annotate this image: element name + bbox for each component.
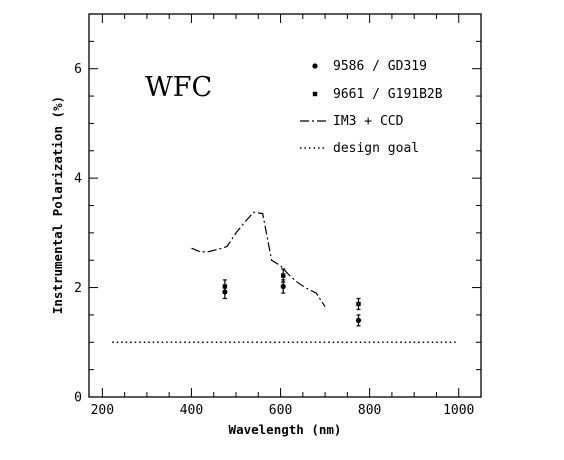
legend: 9586 / GD319 9661 / G191B2B IM3 + CCD desig… xyxy=(300,59,443,156)
y-tick-label: 4 xyxy=(74,172,82,187)
legend-marker-square xyxy=(312,91,318,97)
y-tick-label: 6 xyxy=(74,62,82,77)
legend-label: design goal xyxy=(333,141,419,156)
g191b2b-point xyxy=(222,284,228,289)
legend-marker-circle xyxy=(312,63,318,69)
data-series xyxy=(112,211,459,344)
g191b2b-point xyxy=(281,273,286,278)
gd319-point xyxy=(280,283,286,290)
x-tick-label: 400 xyxy=(180,403,203,418)
x-tick-label: 1000 xyxy=(443,403,474,418)
x-axis-label: Wavelength (nm) xyxy=(229,422,342,437)
gd319-point xyxy=(355,317,362,323)
wfc-annotation: WFC xyxy=(145,72,212,103)
x-tick-label: 800 xyxy=(358,403,381,418)
x-tick-label: 600 xyxy=(269,403,292,418)
legend-label: 9661 / G191B2B xyxy=(333,87,443,102)
legend-label: IM3 + CCD xyxy=(333,114,404,129)
y-tick-label: 2 xyxy=(74,281,82,296)
im3-ccd-line xyxy=(191,211,326,308)
g191b2b-point xyxy=(356,301,361,307)
x-tick-label: 200 xyxy=(91,403,114,418)
y-tick-label: 0 xyxy=(74,391,82,406)
axis-ticks xyxy=(89,13,481,398)
y-axis-label: Instrumental Polarization (%) xyxy=(50,96,65,314)
tick-labels: 200 400 600 800 1000 0 2 4 6 xyxy=(74,62,474,418)
legend-label: 9586 / GD319 xyxy=(333,59,427,74)
